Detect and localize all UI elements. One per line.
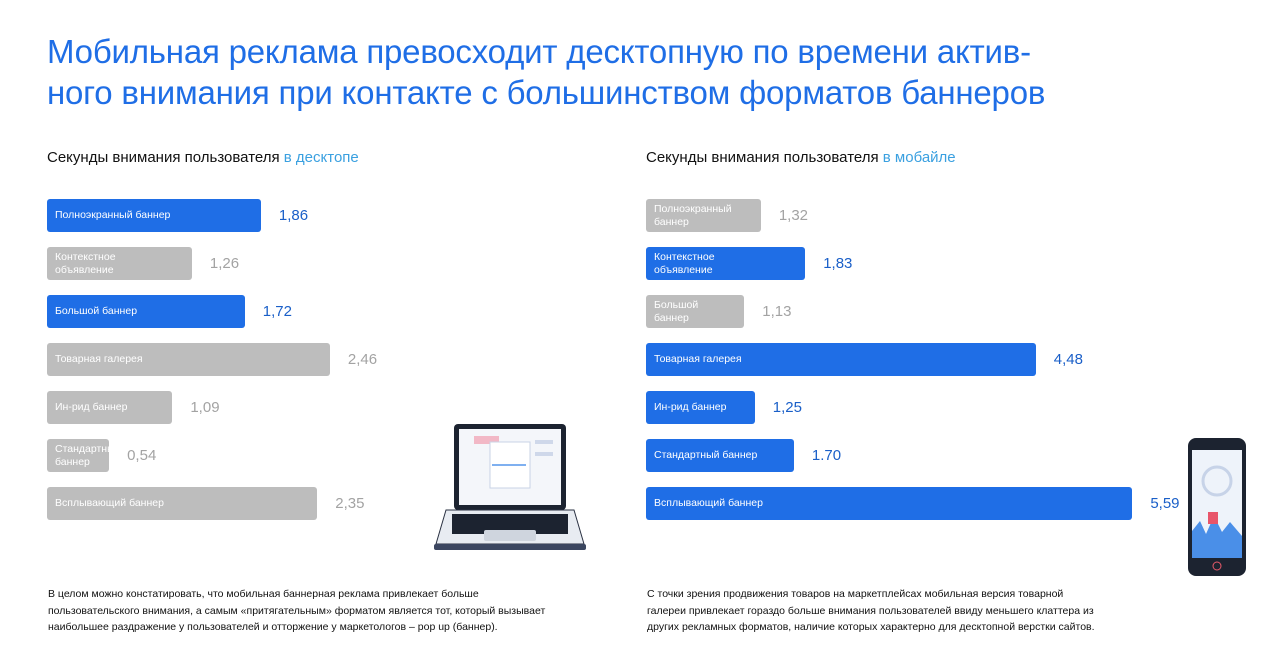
bar: Контекстное объявление <box>47 247 192 280</box>
bar: Большой баннер <box>646 295 745 328</box>
bar: Ин-рид баннер <box>646 391 755 424</box>
value-label: 2,35 <box>335 495 365 512</box>
value-label: 1,25 <box>772 399 802 416</box>
bar-category-label: Всплывающий баннер <box>55 497 164 509</box>
footnote: С точки зрения продвижения товаров на ма… <box>647 588 1064 600</box>
value-label: 1,32 <box>778 207 809 224</box>
laptop-illustration <box>434 424 586 550</box>
bar: Полноэкранный баннер <box>646 199 761 232</box>
bar-category-label: Всплывающий баннер <box>654 497 763 509</box>
value-label: 1,86 <box>278 207 309 224</box>
footnote: пользовательского внимания, а самым «при… <box>48 604 546 617</box>
value-label: 1,09 <box>190 399 220 416</box>
value-label: 1,13 <box>762 303 792 320</box>
bar-category-label: Контекстное объявление <box>654 250 715 276</box>
bar-category-label: Полноэкранный баннер <box>654 202 732 228</box>
bar: Ин-рид баннер <box>47 391 173 424</box>
footnote: галереи привлекает гораздо больше вниман… <box>647 604 1094 617</box>
bar: Стандартный баннер <box>646 439 794 472</box>
value-label: 2,46 <box>347 351 378 368</box>
bar: Контекстное объявление <box>646 247 806 280</box>
bar: Большой баннер <box>47 295 245 328</box>
value-label: 1.70 <box>811 447 842 464</box>
bar-category-label: Контекстное объявление <box>55 250 116 276</box>
bar-category-label: Стандартный баннер <box>654 449 758 461</box>
footnote: В целом можно констатировать, что мобиль… <box>48 588 479 600</box>
value-label: 5,59 <box>1150 495 1180 512</box>
bar-category-label: Стандартный баннер <box>55 442 121 468</box>
bar-category-label: Ин-рид баннер <box>55 401 128 413</box>
value-label: 1,72 <box>262 303 292 320</box>
value-label: 1,26 <box>209 255 240 272</box>
value-label: 1,83 <box>823 255 853 272</box>
bar-category-label: Товарная галерея <box>55 353 143 365</box>
bar: Товарная галерея <box>47 343 330 376</box>
bar-category-label: Большой баннер <box>55 305 138 317</box>
footnote: других рекламных форматов, наличие котор… <box>647 621 1095 633</box>
chart-title: Секунды внимания пользователя в мобайле <box>646 149 956 166</box>
bar: Стандартный баннер <box>47 439 121 472</box>
chart-title: Секунды внимания пользователя в десктопе <box>47 149 359 166</box>
slide-title: Мобильная реклама превосходит десктопную… <box>47 33 1031 70</box>
value-label: 0,54 <box>127 447 157 464</box>
bar-category-label: Товарная галерея <box>654 353 742 365</box>
bar: Всплывающий баннер <box>47 487 318 520</box>
chart-title-highlight: в мобайле <box>882 149 956 166</box>
value-label: 4,48 <box>1053 351 1083 368</box>
phone-illustration <box>1188 438 1246 576</box>
footnote: наибольшее раздражение у пользователей и… <box>48 621 498 633</box>
slide-title: ного внимания при контакте с большинство… <box>47 74 1046 111</box>
bar: Товарная галерея <box>646 343 1036 376</box>
bar-category-label: Полноэкранный баннер <box>55 209 171 221</box>
bar-category-label: Большой баннер <box>654 298 699 324</box>
bar: Всплывающий баннер <box>646 487 1133 520</box>
bar: Полноэкранный баннер <box>47 199 261 232</box>
chart-title-highlight: в десктопе <box>283 149 359 166</box>
bar-category-label: Ин-рид баннер <box>654 401 727 413</box>
